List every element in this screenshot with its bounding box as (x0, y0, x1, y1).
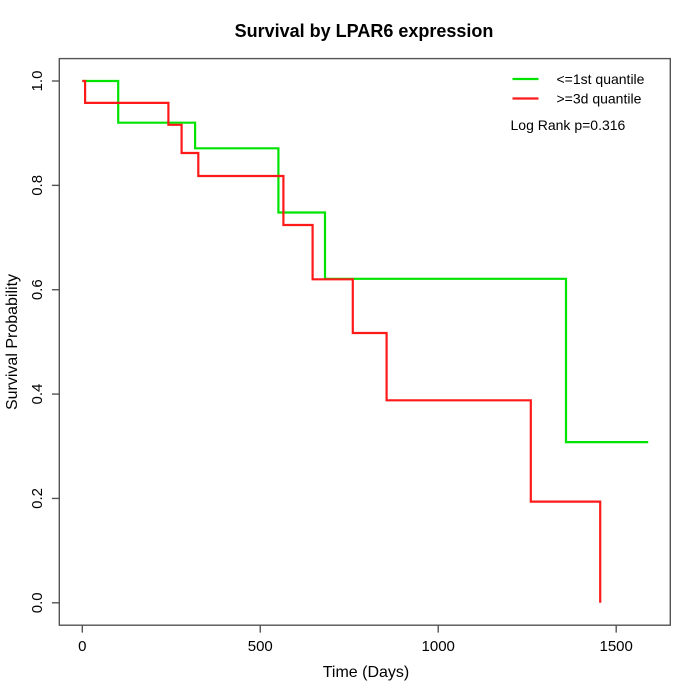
y-tick-label: 0.2 (29, 488, 46, 509)
y-tick-label: 0.6 (29, 279, 46, 300)
plot-area: 0 500 1000 1500 1.0 0.8 0.6 0.4 0.2 0.0 (29, 57, 671, 655)
legend: <=1st quantile >=3d quantile Log Rank p=… (511, 71, 645, 133)
y-tick-label: 0.4 (29, 384, 46, 405)
survival-curve-high-expression (82, 79, 602, 603)
y-tick-label: 1.0 (29, 71, 46, 92)
x-tick-label: 0 (78, 638, 86, 655)
legend-label-low-expression: <=1st quantile (557, 71, 645, 87)
log-rank-pvalue-text: Log Rank p=0.316 (511, 117, 626, 133)
chart-title: Survival by LPAR6 expression (235, 21, 494, 41)
x-tick-label: 500 (248, 638, 273, 655)
y-tick-label: 0.0 (29, 592, 46, 613)
y-tick-label: 0.8 (29, 175, 46, 196)
legend-label-high-expression: >=3d quantile (557, 91, 642, 107)
plot-box (58, 57, 671, 626)
x-tick-label: 1000 (422, 638, 455, 655)
x-tick-label: 1500 (600, 638, 633, 655)
x-axis-label: Time (Days) (323, 664, 410, 681)
survival-curve-low-expression (82, 79, 649, 444)
y-axis-label: Survival Probability (4, 274, 21, 410)
